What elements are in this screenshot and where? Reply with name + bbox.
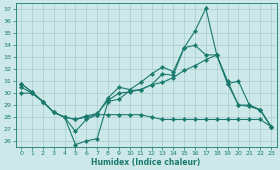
X-axis label: Humidex (Indice chaleur): Humidex (Indice chaleur) <box>92 158 201 167</box>
